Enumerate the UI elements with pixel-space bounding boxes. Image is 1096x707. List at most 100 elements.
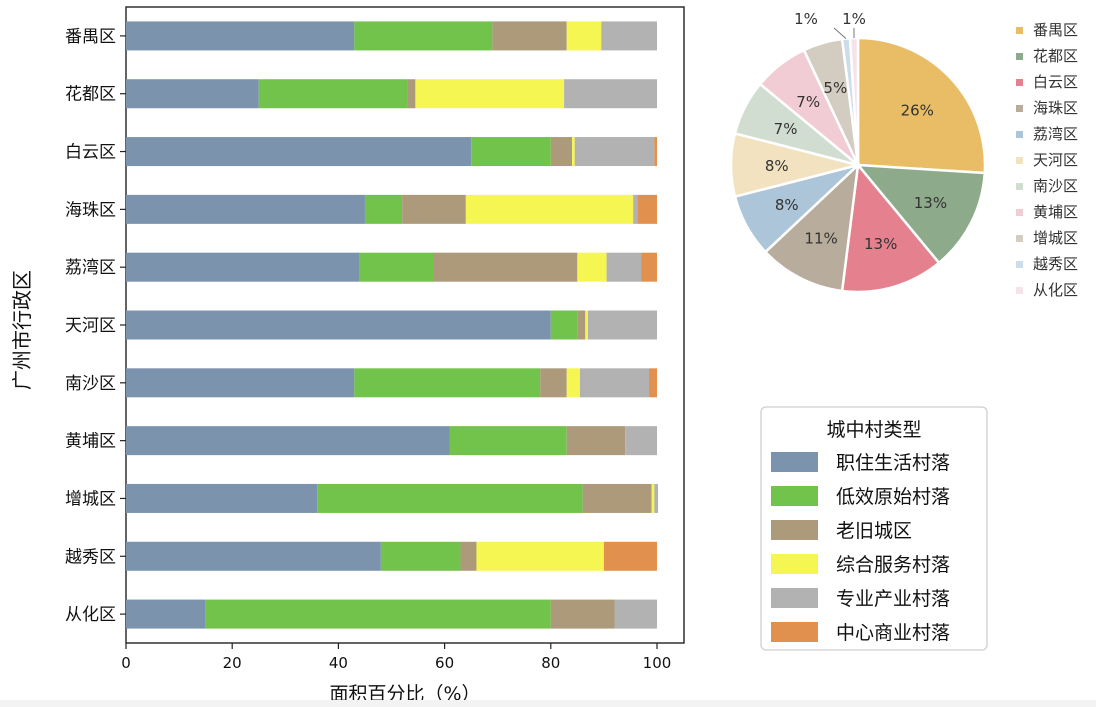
pie-value-label: 11% <box>804 229 837 247</box>
bar-segment <box>407 79 416 109</box>
bar-segment <box>460 541 477 571</box>
pie-value-label: 1% <box>794 10 818 28</box>
bar-segment <box>465 194 634 224</box>
x-tick-label: 100 <box>643 654 672 672</box>
pie-legend-label: 从化区 <box>1033 281 1078 299</box>
pie-legend-label: 白云区 <box>1033 73 1078 91</box>
bar-segment <box>380 541 461 571</box>
legend-label: 职住生活村落 <box>836 452 950 474</box>
pie-value-label: 5% <box>823 79 847 97</box>
y-tick-label: 荔湾区 <box>65 258 116 278</box>
legend-swatch <box>771 554 818 574</box>
bar-segment <box>205 599 551 629</box>
legend-swatch <box>771 622 818 642</box>
x-tick-label: 40 <box>329 654 348 672</box>
pie-legend-label: 增城区 <box>1033 229 1078 247</box>
bar-segment <box>476 541 604 571</box>
x-tick-label: 60 <box>435 654 454 672</box>
bar-segment <box>637 194 657 224</box>
pie-value-label: 13% <box>864 235 897 253</box>
bar-segment <box>641 252 657 282</box>
legend-swatch <box>771 588 818 608</box>
bar-segment <box>572 137 575 167</box>
pie-legend-label: 番禺区 <box>1033 21 1078 39</box>
bar-segment <box>566 21 602 51</box>
bar-segment <box>354 21 493 51</box>
bar-segment <box>359 252 434 282</box>
pie-chart: 26%13%13%11%8%8%7%7%5%1% 1% <box>729 10 987 294</box>
bar-segment <box>126 310 551 340</box>
bar-segment <box>566 426 626 456</box>
pie-value-label: 7% <box>774 120 798 138</box>
bar-segment <box>433 252 578 282</box>
pie-legend-swatch <box>1016 287 1023 294</box>
bar-segment <box>402 194 466 224</box>
bar-segment <box>580 368 650 398</box>
y-tick-label: 番禺区 <box>65 27 116 47</box>
pie-value-label: 1% <box>842 10 866 28</box>
bar-segment <box>651 483 655 513</box>
y-tick-label: 越秀区 <box>65 547 116 567</box>
bar-segment <box>126 426 450 456</box>
pie-slice <box>855 163 987 265</box>
legend-swatch <box>771 452 818 472</box>
y-axis-label: 广州市行政区 <box>10 270 34 390</box>
y-tick-label: 从化区 <box>65 605 116 625</box>
pie-slice <box>840 161 941 294</box>
bar-segment <box>415 79 565 109</box>
bar-segment <box>126 368 355 398</box>
bar-segment <box>649 368 657 398</box>
bar-segment <box>633 194 638 224</box>
bar-segment <box>540 368 567 398</box>
pie-leader-line <box>833 27 847 39</box>
bar-segment <box>601 21 657 51</box>
x-tick-label: 0 <box>121 654 131 672</box>
pie-legend-swatch <box>1016 105 1023 112</box>
pie-slice <box>848 36 860 166</box>
x-tick-label: 20 <box>223 654 242 672</box>
bar-segment <box>577 252 607 282</box>
pie-legend-swatch <box>1016 53 1023 60</box>
pie-legend-swatch <box>1016 209 1023 216</box>
pie-value-label: 8% <box>765 157 789 175</box>
legend-swatch <box>771 520 818 540</box>
pie-legend-label: 花都区 <box>1033 47 1078 65</box>
legend-label: 中心商业村落 <box>836 622 950 644</box>
legend-label: 低效原始村落 <box>836 486 950 508</box>
bar-segment <box>550 137 573 167</box>
bar-segment <box>566 368 581 398</box>
bar-segment <box>582 483 652 513</box>
bar-segment <box>574 137 655 167</box>
bar-segment <box>492 21 567 51</box>
pie-value-label: 8% <box>775 196 799 214</box>
y-tick-label: 南沙区 <box>65 374 116 394</box>
bar-segment <box>364 194 403 224</box>
bar-segment <box>577 310 586 340</box>
x-axis-label: 面积百分比（%） <box>329 683 480 705</box>
x-tick-label: 80 <box>541 654 560 672</box>
y-tick-label: 黄埔区 <box>65 432 116 452</box>
pie-value-label: 7% <box>796 93 820 111</box>
pie-legend-swatch <box>1016 27 1023 34</box>
y-tick-label: 白云区 <box>65 143 116 163</box>
pie-legend-label: 黄埔区 <box>1033 203 1078 221</box>
bar-segment <box>354 368 541 398</box>
pie-legend-swatch <box>1016 157 1023 164</box>
legend-swatch <box>771 486 818 506</box>
bar-segment <box>564 79 657 109</box>
pie-legend-label: 海珠区 <box>1033 99 1078 117</box>
bar-segment <box>606 252 642 282</box>
bar-segment <box>126 194 365 224</box>
bar-segment <box>587 310 657 340</box>
bar-segment <box>550 310 578 340</box>
bar-segment <box>126 137 472 167</box>
bar-segment <box>654 483 659 513</box>
bar-segment <box>126 252 360 282</box>
legend-label: 专业产业村落 <box>836 588 950 610</box>
bar-segment <box>449 426 567 456</box>
bar-segment <box>126 21 355 51</box>
legend-title: 城中村类型 <box>826 419 921 441</box>
